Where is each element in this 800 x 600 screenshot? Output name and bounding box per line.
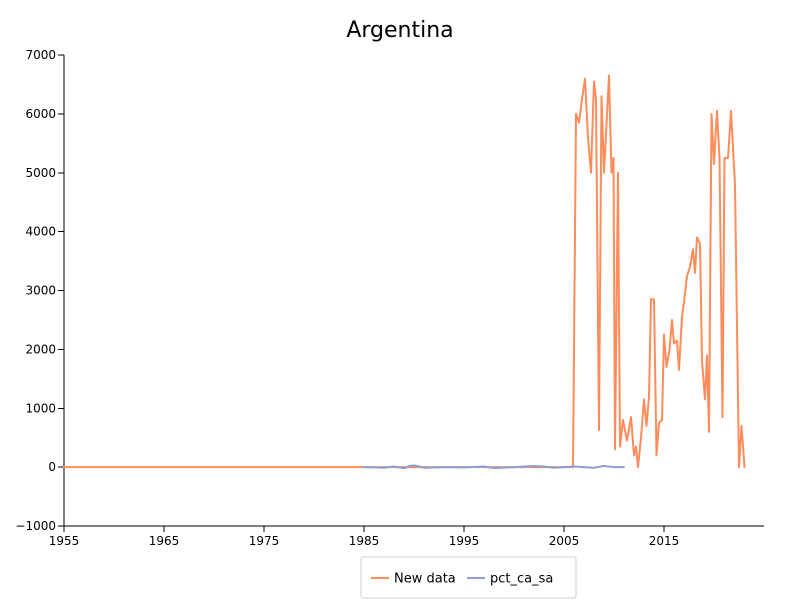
x-tick-label: 1985 [349, 534, 380, 548]
y-tick-label: 7000 [25, 48, 56, 62]
x-tick-label: 1995 [449, 534, 480, 548]
legend: New data pct_ca_sa [360, 556, 577, 599]
x-tick-label: 1965 [149, 534, 180, 548]
y-tick-label: 3000 [25, 284, 56, 298]
legend-label-new-data: New data [394, 572, 456, 587]
x-tick-label: 2015 [649, 534, 680, 548]
legend-label-pct-ca-sa: pct_ca_sa [490, 572, 553, 587]
y-tick-label: 4000 [25, 225, 56, 239]
chart-title: Argentina [346, 18, 453, 43]
y-tick-label: 0 [48, 460, 56, 474]
y-tick-label: 2000 [25, 342, 56, 356]
x-tick-label: 1955 [49, 534, 80, 548]
series-line-new-data [63, 74, 746, 469]
y-tick-label: −1000 [15, 519, 56, 533]
x-tick-label: 2005 [549, 534, 580, 548]
y-tick-label: 6000 [25, 107, 56, 121]
series-line-pct-ca-sa [363, 464, 625, 470]
x-axis-ticks: 1955 1965 1975 1985 1995 2005 2015 [49, 526, 680, 548]
y-tick-label: 5000 [25, 166, 56, 180]
series-layer [63, 74, 746, 470]
x-tick-label: 1975 [249, 534, 280, 548]
axes [63, 55, 764, 527]
y-axis-ticks: −1000 0 1000 2000 3000 4000 5000 6000 7000 [15, 48, 64, 533]
y-tick-label: 1000 [25, 401, 56, 415]
